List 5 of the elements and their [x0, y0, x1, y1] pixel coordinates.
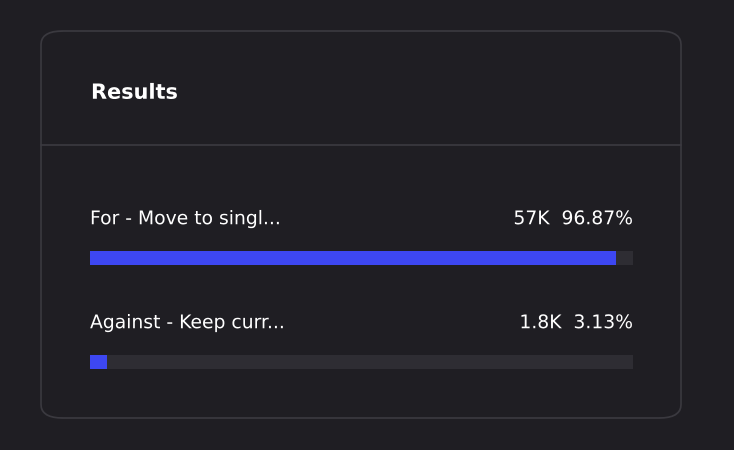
y-tick-label: For - Move to singl... [92, 210, 279, 228]
data-label: 1.8K 3.13% [521, 314, 632, 328]
chart-title: Results [92, 82, 177, 100]
data-label: 57K 96.87% [514, 210, 632, 224]
y-tick-label: Against - Keep curr... [90, 314, 283, 332]
